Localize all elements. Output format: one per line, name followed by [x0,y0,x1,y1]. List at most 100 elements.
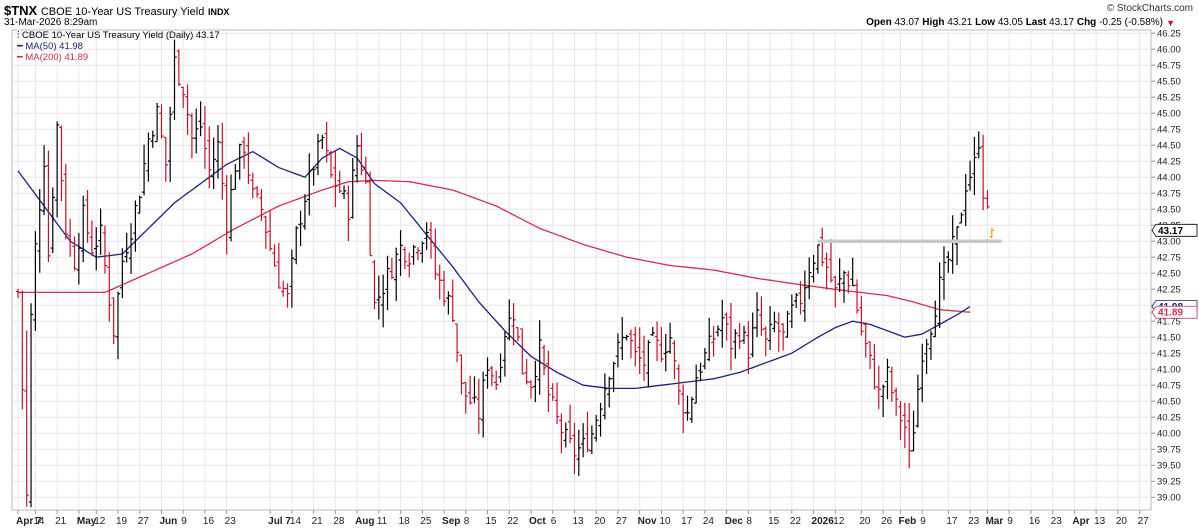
legend-ma200-label: MA(200) 41.89 [25,52,89,63]
ohlc-bar [467,375,473,405]
ohlc-bar [589,425,595,455]
x-tick-label: Sep [442,516,460,527]
ohlc-bar [533,360,538,403]
ohlc-bar [428,221,434,259]
x-tick-label: 20 [594,516,606,527]
ohlc-bar [611,361,616,393]
ohlc-bar [133,200,138,252]
ohlc-bar [550,383,555,402]
ohlc-bar [933,300,938,338]
ohlc-bar [333,151,338,208]
chg-label: Chg [1076,17,1097,28]
ohlc-bar [259,188,264,221]
ohlc-bar [567,404,573,444]
open-label: Open [866,17,892,28]
ohlc-bar [285,283,290,308]
x-tick-label: 23 [225,516,237,527]
ohlc-bar [302,194,308,230]
x-tick-label: 28 [333,516,345,527]
ohlc-bar [298,210,303,247]
x-tick-label: 17 [681,516,693,527]
y-tick-label: 44.25 [1157,157,1181,168]
ohlc-bar [693,364,699,404]
ohlc-bar [985,190,990,209]
ohlc-bar [111,297,116,345]
price-last-label-box [1151,223,1198,237]
ohlc-bar [376,275,382,320]
ohlc-bar [89,220,95,256]
ohlc-bar [767,306,773,351]
ohlc-bar [50,187,55,254]
ohlc-bar [541,344,547,376]
ohlc-bar [620,317,625,360]
ma50-series [17,147,971,390]
y-tick-label: 43.50 [1157,205,1181,216]
ohlc-bar [950,215,955,274]
ohlc-bar [380,274,386,328]
ohlc-bar [676,364,681,405]
y-tick-label: 41.00 [1157,365,1181,376]
ohlc-bar [863,322,868,358]
ohlc-bar [963,174,968,227]
ohlc-bar [202,106,208,169]
x-tick-label: 11 [377,516,388,527]
y-tick-label: 40.00 [1157,429,1181,440]
ohlc-bar [598,402,603,437]
ma200-last-label: 41.89 [1151,305,1198,319]
ohlc-bar [511,303,516,346]
x-tick-label: 19 [116,516,128,527]
y-tick-label: 43.00 [1157,237,1181,248]
ohlc-bar [902,402,908,449]
ohlc-bar [98,208,103,255]
ohlc-bar [46,150,51,263]
ohlc-bar [367,171,373,257]
y-tick-label: 42.50 [1157,269,1181,280]
ohlc-bar [341,185,347,200]
ohlc-bar [37,189,42,273]
x-tick-label: 15 [768,516,780,527]
ohlc-bar [115,291,121,360]
ohlc-bar [672,340,677,380]
ohlc-bar [220,122,225,200]
brand-watermark: © StockCharts.com [1106,3,1193,14]
price-last-label: 43.17 [1151,223,1198,237]
x-tick-label: 14 [290,516,302,527]
y-tick-label: 44.50 [1157,141,1181,152]
x-tick-label: 17 [946,516,958,527]
ohlc-bar [780,323,786,351]
ohlc-bar [776,312,781,353]
down-arrow-icon: ▼ [1166,18,1175,28]
ma50-line [17,147,971,390]
ohlc-bar [507,299,512,341]
ohlc-bar [537,320,542,395]
ohlc-bar [72,236,77,271]
ma200-line [18,179,971,313]
ohlc-bar [920,343,925,403]
ohlc-bar [746,321,751,374]
chg-value: -0.25 (-0.58%) [1099,17,1163,28]
ohlc-bar [898,400,903,440]
ohlc-bar [76,232,82,285]
y-axis: 39.00 39.25 39.50 39.75 40.00 40.25 40.50 40.75… [1151,29,1198,504]
x-tick-label: 25 [420,516,432,527]
ohlc-bar [176,49,182,86]
ohlc-bar [472,376,477,404]
ohlc-bar [641,335,647,381]
y-tick-label: 42.25 [1157,285,1181,296]
x-tick-label: 26 [881,516,893,527]
y-tick-label: 43.75 [1157,189,1181,200]
ohlc-bar [824,252,829,290]
ohlc-bar [41,145,47,216]
ohlc-bar [85,189,90,243]
ohlc-icon: ⫶ [17,30,20,41]
ohlc-bar [315,133,321,176]
ohlc-bar [593,414,599,442]
y-tick-label: 46.00 [1157,45,1181,56]
x-tick-label: Oct [529,516,546,527]
ohlc-bar [128,223,134,274]
x-tick-label: 8 [464,516,470,527]
ohlc-bar [646,340,651,388]
price-last-label-text: 43.17 [1158,226,1183,237]
y-tick-label: 41.25 [1157,349,1181,360]
ohlc-bar [346,185,351,242]
